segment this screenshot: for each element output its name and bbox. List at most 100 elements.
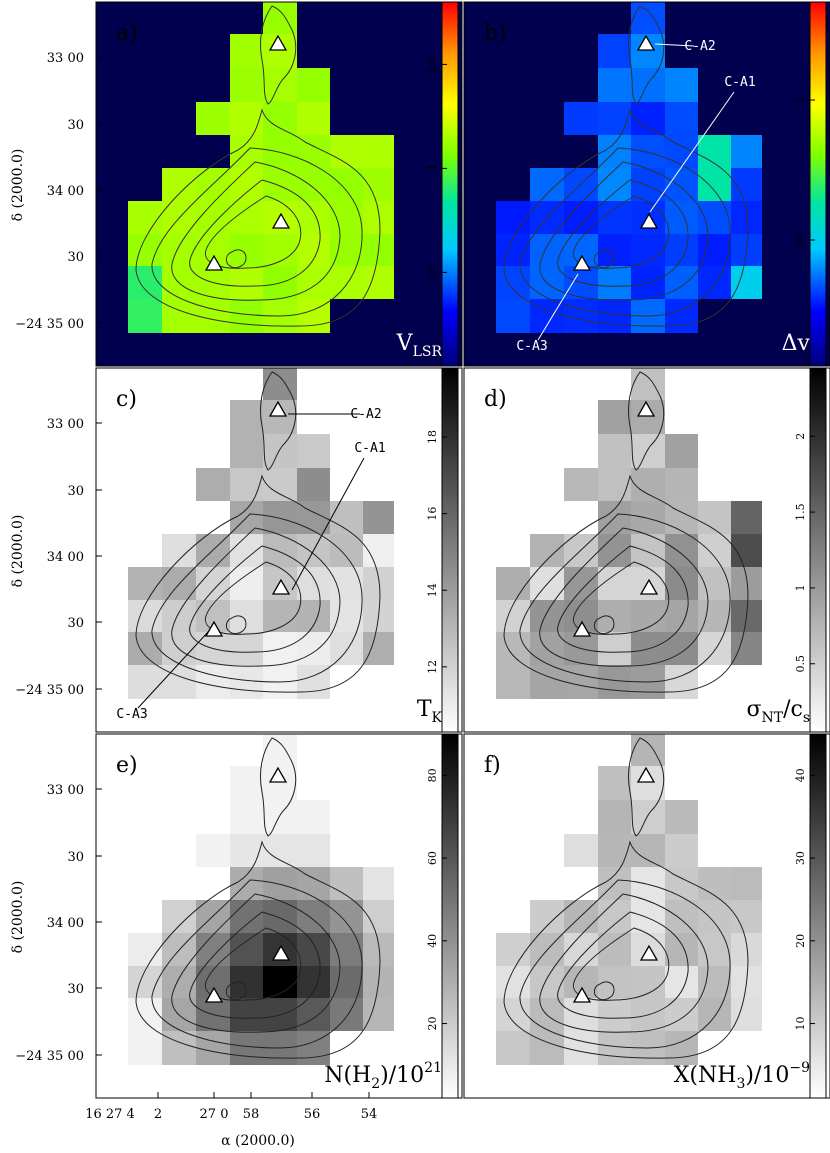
map-pixel xyxy=(564,834,598,867)
map-pixel xyxy=(363,168,394,201)
triangle-marker xyxy=(271,944,291,961)
map-pixel xyxy=(128,665,162,699)
map-pixel xyxy=(698,201,731,234)
map-pixel xyxy=(698,168,731,201)
map-pixel xyxy=(297,900,330,933)
map-pixel xyxy=(530,665,564,699)
map-pixel xyxy=(297,800,330,834)
map-pixel xyxy=(564,201,598,234)
map-pixel xyxy=(530,234,564,266)
source-label: C-A2 xyxy=(684,39,715,54)
map-pixel xyxy=(530,900,564,933)
colorbar: 20 40 60 80 xyxy=(426,733,459,1099)
contour-line xyxy=(151,513,363,683)
map-pixel xyxy=(631,900,665,933)
map-pixel xyxy=(297,600,330,632)
triangle-marker xyxy=(639,212,659,229)
map-pixel xyxy=(330,632,363,665)
map-pixel xyxy=(665,632,698,665)
contour-line xyxy=(135,108,381,327)
map-pixel xyxy=(230,168,263,201)
map-pixel xyxy=(230,800,263,834)
map-pixel xyxy=(698,632,731,665)
map-pixel xyxy=(731,632,762,665)
colorbar-tick-label: 1.5 xyxy=(794,503,807,521)
source-markers xyxy=(204,400,291,637)
contour-line xyxy=(519,147,731,317)
map-pixel xyxy=(128,299,162,333)
callout-line xyxy=(291,457,365,591)
map-pixel xyxy=(330,266,363,299)
map-pixel xyxy=(196,1031,230,1065)
map-pixel xyxy=(330,998,363,1031)
map-pixel xyxy=(363,867,394,900)
map-pixel xyxy=(496,933,530,966)
panel-frame xyxy=(95,733,463,1099)
map-pixel xyxy=(631,68,665,102)
panel-frame xyxy=(463,367,830,733)
colorbar-tick-label: 40 xyxy=(426,934,439,948)
map-pixel xyxy=(128,933,162,966)
map-pixel xyxy=(263,834,297,867)
map-pixel xyxy=(530,966,564,998)
map-pixel xyxy=(496,632,530,665)
map-pixel xyxy=(698,867,731,900)
map-pixel xyxy=(263,600,297,632)
map-pixel xyxy=(263,534,297,567)
contour-line xyxy=(189,911,321,1019)
map-pixel xyxy=(330,867,363,900)
triangle-marker xyxy=(204,254,224,271)
map-pixel xyxy=(731,998,762,1031)
map-pixel xyxy=(530,600,564,632)
source-markers xyxy=(572,766,659,1003)
dec-tick-label: 34 00 xyxy=(47,184,84,199)
map-pixel xyxy=(363,534,394,567)
contour-line xyxy=(225,615,247,635)
panel-c: c) TK 12 14 16 18 C-A2 C-A1 C-A3 xyxy=(95,367,463,733)
contour-line xyxy=(503,108,749,327)
map-pixel xyxy=(196,201,230,234)
colorbar-tick-label: 1 xyxy=(794,584,807,591)
map-pixel xyxy=(665,933,698,966)
map-pixel xyxy=(230,400,263,434)
dec-tick-label: 30 xyxy=(67,616,84,631)
map-pixel xyxy=(496,567,530,600)
ra-tick-label: 27 0 xyxy=(200,1107,229,1122)
colorbar-tick-label: 20 xyxy=(794,934,807,948)
dec-axis-label: δ (2000.0) xyxy=(10,149,26,222)
contour-line xyxy=(151,879,363,1049)
panel-frame xyxy=(95,1,463,367)
map-pixel xyxy=(665,266,698,299)
map-pixel xyxy=(297,998,330,1031)
map-pixel xyxy=(162,299,196,333)
map-pixel xyxy=(631,434,665,468)
map-pixel xyxy=(598,900,631,933)
map-pixel xyxy=(162,665,196,699)
source-label: C-A3 xyxy=(116,707,147,722)
map-pixel xyxy=(263,867,297,900)
contour-line xyxy=(189,545,321,653)
map-pixel xyxy=(530,299,564,333)
map-pixel xyxy=(363,501,394,534)
dec-tick-label: 34 00 xyxy=(47,550,84,565)
map-pixel xyxy=(731,135,762,168)
source-labels: C-A2 C-A1 C-A3 xyxy=(516,39,755,354)
contour-line xyxy=(557,179,689,287)
triangle-marker xyxy=(639,944,659,961)
map-pixel xyxy=(263,234,297,266)
source-labels: C-A2 C-A1 C-A3 xyxy=(116,407,385,722)
map-label: TK xyxy=(417,697,443,726)
source-label: C-A2 xyxy=(350,407,381,422)
dec-tick-label: −24 35 00 xyxy=(15,1049,84,1064)
map-pixel xyxy=(330,534,363,567)
map-pixel xyxy=(496,299,530,333)
contour-line xyxy=(593,981,615,1001)
contour-line xyxy=(503,474,749,693)
colorbar-tick-label: 3.5 xyxy=(426,264,439,282)
colorbar: 3.5 4 4.5 xyxy=(426,1,459,367)
map-pixel xyxy=(330,933,363,966)
map-pixel xyxy=(598,266,631,299)
map-pixel xyxy=(162,168,196,201)
contour-line xyxy=(135,840,381,1059)
callout-line xyxy=(654,43,695,47)
